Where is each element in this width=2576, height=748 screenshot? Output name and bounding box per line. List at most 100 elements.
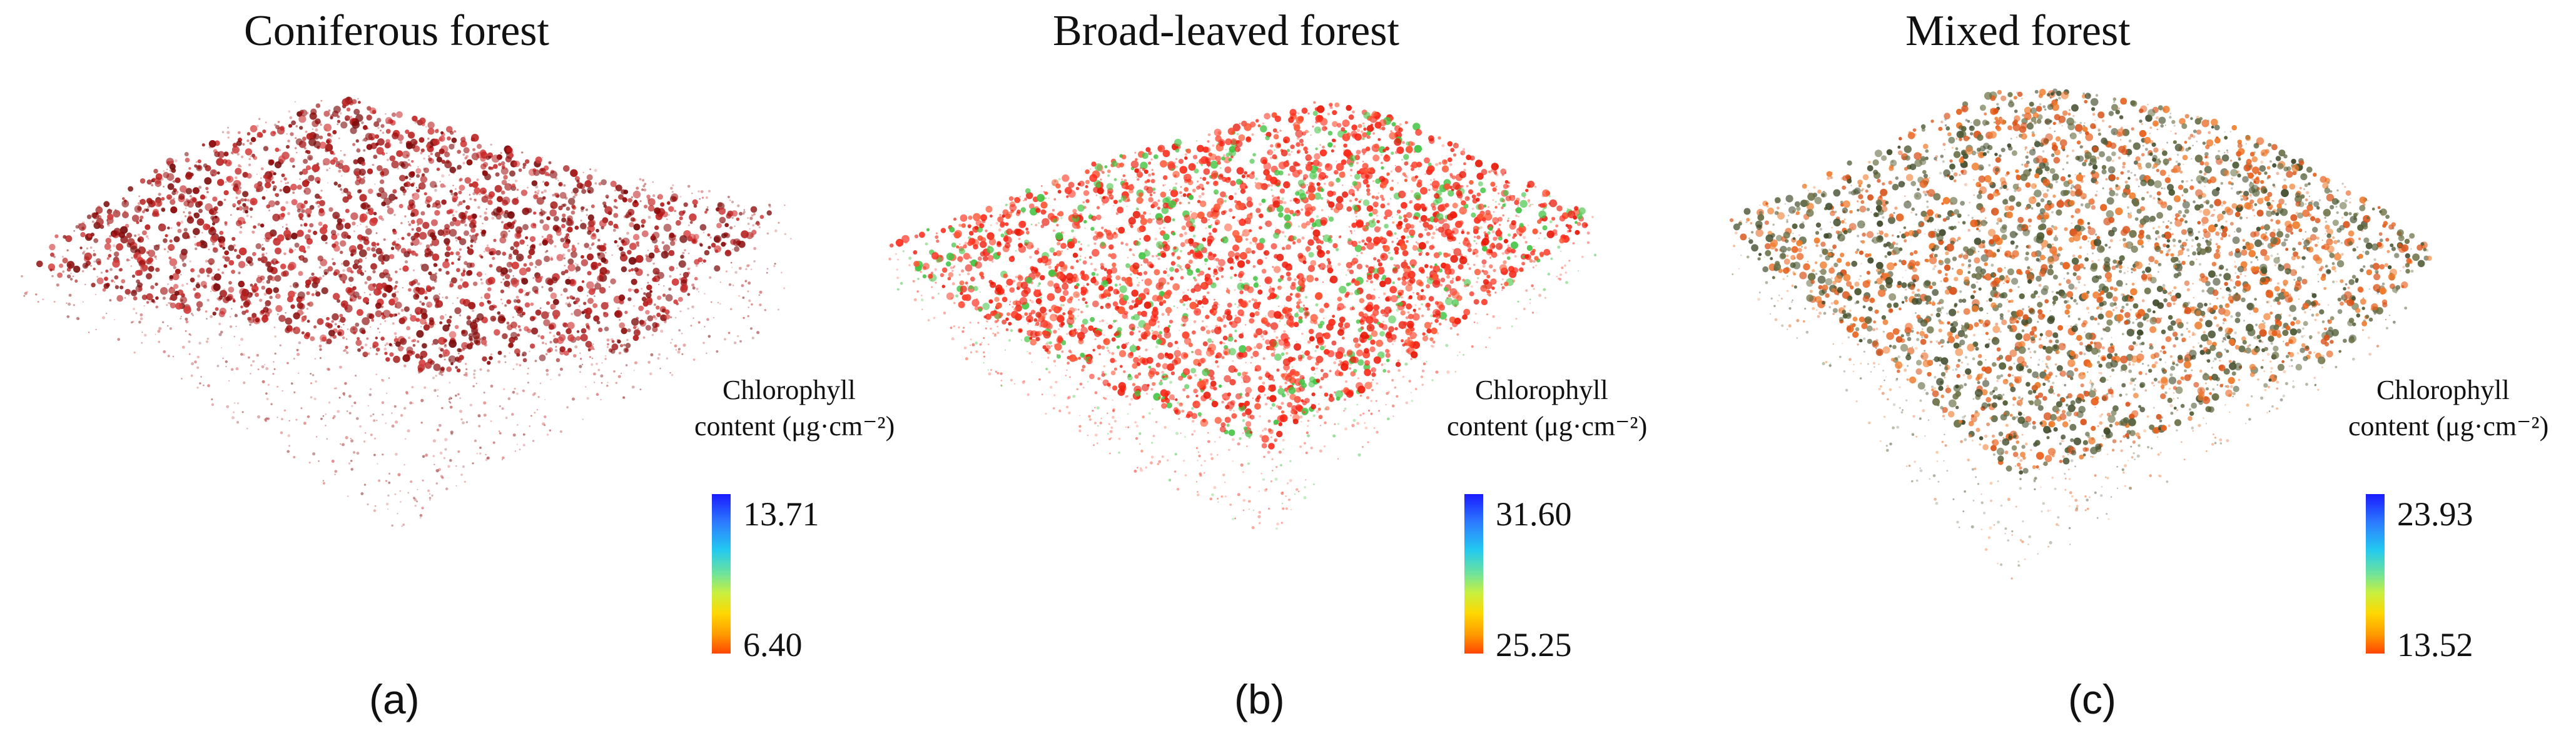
point bbox=[1391, 179, 1394, 182]
point bbox=[750, 233, 754, 238]
point bbox=[462, 153, 465, 156]
point bbox=[428, 155, 430, 158]
point bbox=[1527, 225, 1529, 226]
point bbox=[1372, 379, 1374, 381]
point bbox=[367, 313, 373, 319]
point bbox=[540, 210, 545, 216]
point bbox=[559, 346, 565, 353]
point bbox=[1382, 314, 1384, 316]
point bbox=[1337, 458, 1339, 460]
point bbox=[469, 183, 473, 188]
point bbox=[1286, 482, 1289, 485]
point bbox=[991, 260, 994, 263]
point bbox=[1182, 303, 1186, 306]
point bbox=[273, 368, 276, 370]
point bbox=[1218, 303, 1220, 306]
point bbox=[1532, 203, 1534, 206]
point bbox=[188, 340, 191, 343]
point bbox=[969, 321, 971, 324]
point bbox=[1080, 243, 1082, 245]
point bbox=[1239, 123, 1241, 124]
point bbox=[1454, 371, 1457, 373]
point bbox=[1079, 382, 1083, 386]
point bbox=[160, 287, 168, 295]
point bbox=[363, 236, 369, 241]
point bbox=[1060, 217, 1063, 220]
point bbox=[625, 364, 628, 366]
point bbox=[1009, 303, 1011, 306]
point bbox=[147, 257, 153, 263]
point bbox=[1357, 453, 1361, 457]
point bbox=[93, 253, 96, 256]
point bbox=[367, 168, 373, 174]
point bbox=[390, 246, 395, 250]
point bbox=[597, 275, 604, 282]
point bbox=[1420, 375, 1424, 378]
point bbox=[669, 372, 671, 374]
point bbox=[657, 357, 660, 360]
point bbox=[1479, 226, 1483, 230]
point bbox=[1376, 382, 1379, 385]
point bbox=[381, 261, 385, 265]
point bbox=[644, 183, 647, 186]
point bbox=[1139, 238, 1142, 240]
point bbox=[713, 235, 722, 243]
point bbox=[1356, 161, 1359, 164]
point bbox=[641, 230, 649, 238]
point bbox=[479, 447, 482, 449]
point bbox=[166, 168, 168, 171]
point bbox=[1339, 236, 1341, 238]
point bbox=[246, 214, 249, 218]
point bbox=[748, 299, 751, 302]
point bbox=[1381, 198, 1385, 201]
point bbox=[36, 260, 43, 268]
point bbox=[245, 148, 253, 156]
point bbox=[198, 341, 201, 345]
point bbox=[423, 386, 427, 389]
point bbox=[1041, 393, 1043, 395]
point bbox=[449, 283, 454, 288]
point bbox=[357, 336, 360, 340]
point bbox=[1090, 168, 1092, 170]
point bbox=[983, 351, 985, 354]
point bbox=[413, 293, 420, 300]
point bbox=[415, 168, 422, 174]
point bbox=[1096, 273, 1099, 276]
point bbox=[559, 430, 563, 433]
point bbox=[639, 388, 642, 391]
point bbox=[100, 271, 103, 274]
point bbox=[748, 264, 750, 267]
point bbox=[370, 347, 372, 349]
point bbox=[1279, 385, 1282, 388]
point bbox=[310, 373, 312, 375]
point bbox=[450, 277, 457, 284]
point bbox=[1309, 218, 1315, 223]
point bbox=[102, 288, 106, 292]
point bbox=[1507, 233, 1511, 237]
point bbox=[1284, 305, 1285, 307]
point bbox=[645, 310, 650, 315]
point bbox=[1118, 437, 1121, 440]
point bbox=[169, 239, 173, 243]
point bbox=[681, 283, 688, 291]
point bbox=[1349, 200, 1352, 203]
point bbox=[287, 434, 291, 437]
point bbox=[1444, 318, 1447, 321]
point bbox=[1373, 265, 1375, 268]
point bbox=[1222, 154, 1226, 157]
point bbox=[49, 243, 56, 251]
point bbox=[193, 228, 200, 236]
point bbox=[1127, 413, 1129, 415]
point bbox=[1518, 216, 1519, 218]
point bbox=[719, 303, 721, 305]
point bbox=[743, 213, 745, 215]
point bbox=[388, 193, 396, 201]
point bbox=[1281, 197, 1285, 201]
point bbox=[1508, 217, 1510, 220]
point bbox=[500, 289, 505, 294]
point bbox=[1126, 395, 1128, 397]
point bbox=[1441, 144, 1445, 148]
point bbox=[460, 272, 465, 277]
point bbox=[229, 325, 233, 328]
point bbox=[356, 309, 363, 316]
